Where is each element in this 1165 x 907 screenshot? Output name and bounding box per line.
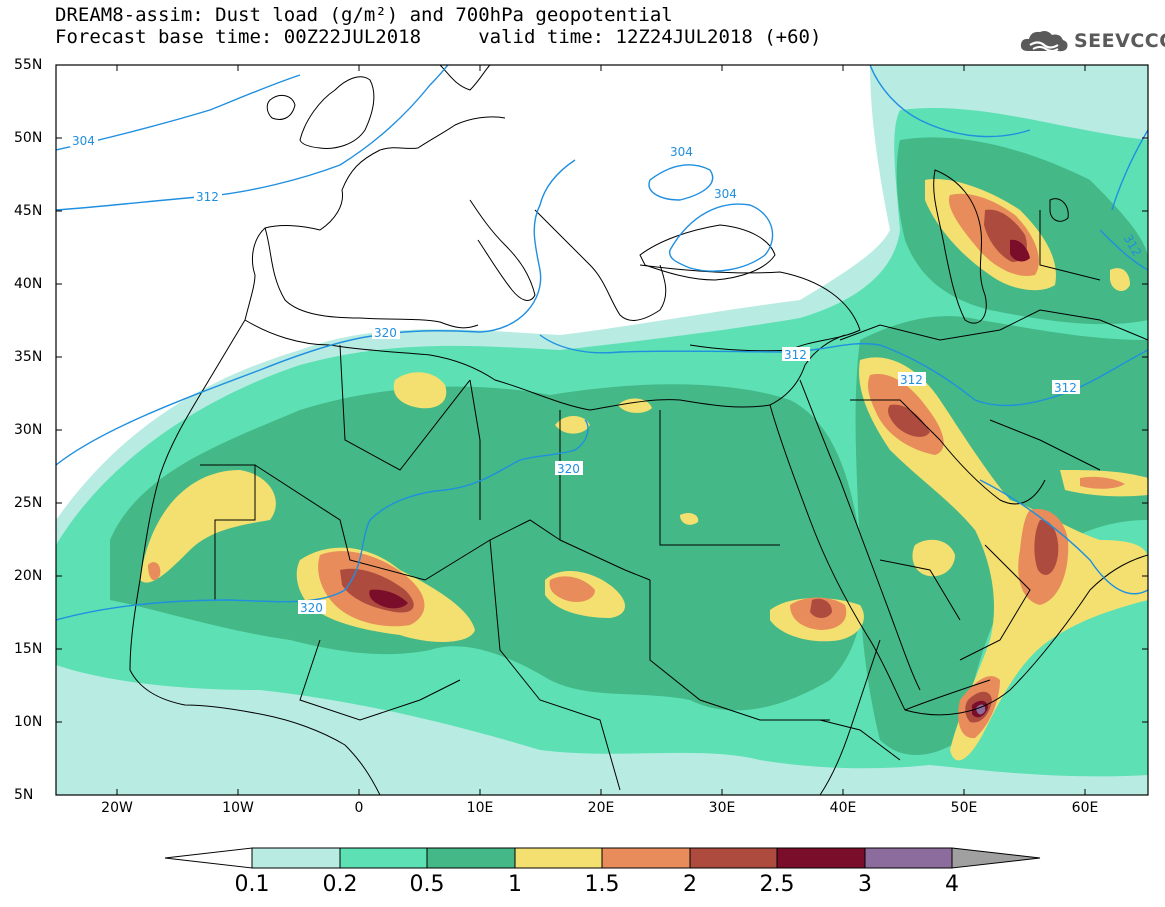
colorbar-label: 4 <box>945 872 959 897</box>
contour-320-north <box>56 159 576 466</box>
lon-label: 50E <box>950 800 978 816</box>
lat-label: 15N <box>14 641 43 657</box>
contour-label: 312 <box>900 373 923 387</box>
colorbar-label: 1 <box>508 872 522 897</box>
lon-label: 20E <box>587 800 615 816</box>
forecast-time-line: Forecast base time: 00Z22JUL2018 valid t… <box>55 26 822 48</box>
lat-label: 55N <box>14 57 43 73</box>
lon-label: 20W <box>101 800 133 816</box>
lon-label: 10W <box>222 800 254 816</box>
colorbar-label: 0.2 <box>322 872 358 897</box>
contour-312-gulf <box>1111 129 1148 211</box>
contour-label: 312 <box>784 348 807 362</box>
lat-label: 25N <box>14 495 43 511</box>
colorbar-bin <box>776 847 866 869</box>
colorbar <box>164 847 1041 869</box>
axis-ticks <box>56 64 1148 795</box>
lon-label: 0 <box>354 800 364 816</box>
contour-label: 304 <box>670 145 693 159</box>
lon-label: 40E <box>829 800 857 816</box>
colorbar-bin <box>251 847 341 869</box>
cloud-icon <box>1020 31 1068 52</box>
colorbar-bin <box>426 847 516 869</box>
contour-north-east <box>869 65 1031 138</box>
contour-label: 304 <box>72 134 95 148</box>
lat-label: 40N <box>14 276 43 292</box>
contour-312-west <box>56 65 449 211</box>
lat-label: 50N <box>14 130 43 146</box>
contour-320-sahara <box>56 419 589 621</box>
colorbar-bin <box>339 847 428 869</box>
colorbar-bin <box>514 847 603 869</box>
contour-312-east <box>1099 229 1148 271</box>
lat-label: 20N <box>14 568 43 584</box>
lat-label: 35N <box>14 349 43 365</box>
lon-label: 30E <box>708 800 736 816</box>
contour-320-arabia <box>979 479 1148 595</box>
colorbar-label: 0.1 <box>234 872 270 897</box>
contour-312-mid <box>539 334 881 354</box>
colorbar-label: 3 <box>858 872 872 897</box>
colorbar-bin <box>601 847 691 869</box>
lon-label: 60E <box>1071 800 1099 816</box>
contour-label: 320 <box>557 462 580 476</box>
seevccc-logo: SEEVCCC <box>1018 26 1165 56</box>
lat-label: 30N <box>14 422 43 438</box>
contour-312-arabia <box>879 344 1148 407</box>
contour-label: 320 <box>300 601 323 615</box>
colorbar-bin <box>864 847 953 869</box>
contour-label: 320 <box>374 326 397 340</box>
colorbar-label: 2 <box>683 872 697 897</box>
contour-label: 304 <box>714 187 737 201</box>
lon-label: 10E <box>466 800 494 816</box>
chart-title: DREAM8-assim: Dust load (g/m²) and 700hP… <box>55 4 673 26</box>
colorbar-label: 1.5 <box>584 872 620 897</box>
colorbar-high-arrow <box>951 847 1041 869</box>
colorbar-low-arrow <box>164 847 253 869</box>
colorbar-label: 0.5 <box>409 872 445 897</box>
lat-label: 45N <box>14 203 43 219</box>
contour-label: 312 <box>196 190 219 204</box>
coastlines <box>129 65 1148 795</box>
contour-304-blacksea <box>648 164 714 201</box>
colorbar-bin <box>689 847 778 869</box>
logo-text: SEEVCCC <box>1074 30 1165 52</box>
contour-304-anatolia <box>668 203 774 272</box>
colorbar-label: 2.5 <box>759 872 795 897</box>
contour-labels: 304 312 320 320 320 304 304 312 312 312 … <box>70 133 1144 615</box>
contour-label: 312 <box>1054 381 1077 395</box>
lat-label: 5N <box>14 787 34 803</box>
lat-label: 10N <box>14 714 43 730</box>
